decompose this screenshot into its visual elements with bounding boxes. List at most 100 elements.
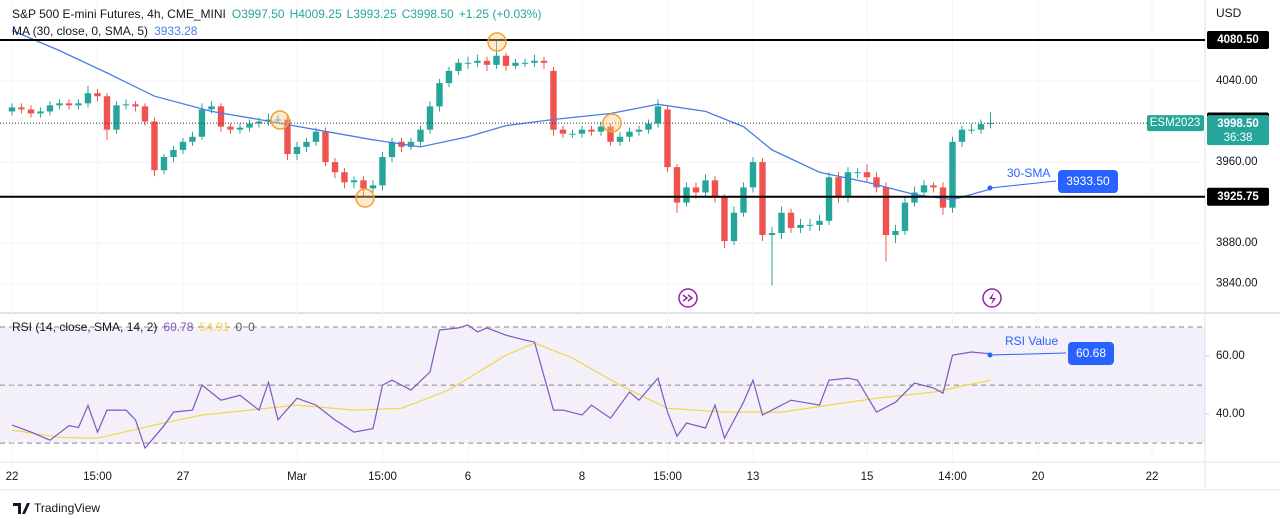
candle-body — [949, 141, 956, 208]
candle-body — [654, 106, 662, 124]
ohlc: L3993.25 — [347, 7, 397, 21]
rsi-extra: 0 — [248, 320, 255, 334]
rsi-legend: RSI (14, close, SMA, 14, 2) 60.78 54.91 0 0 — [12, 320, 255, 334]
candle-body — [445, 70, 453, 84]
ma-line — [11, 29, 991, 201]
candle-body — [635, 129, 643, 132]
ohlc-change: +1.25 (+0.03%) — [459, 7, 542, 21]
candle-body — [274, 119, 282, 121]
annotation-dot — [987, 185, 993, 191]
candle-body — [730, 212, 738, 242]
footer-brand: TradingView — [34, 501, 100, 515]
x-tick-label: 15:00 — [368, 471, 397, 483]
candle-body — [84, 93, 92, 104]
x-tick-label: 15:00 — [83, 471, 112, 483]
candle-body — [331, 162, 339, 173]
candle-body — [94, 93, 101, 97]
candle-body — [493, 55, 500, 65]
plot-layer: 22 15:00 27 Mar 15:00 6 8 15:00 13 15 14:00 20 22 384… — [0, 0, 1269, 483]
candle-body — [768, 232, 776, 236]
candle-body — [825, 177, 833, 221]
candle-body — [673, 167, 681, 203]
candle-body — [920, 185, 928, 193]
candle-body — [388, 141, 396, 158]
annotation-box — [1058, 170, 1118, 193]
x-tick-label: 8 — [579, 471, 585, 483]
candle-body — [626, 131, 633, 137]
candle-body — [350, 180, 358, 183]
annotation-text: 30-SMA — [1007, 166, 1050, 180]
candle-body — [407, 141, 415, 147]
rsi-value: 60.78 — [163, 320, 193, 334]
candle-body — [578, 129, 586, 134]
x-tick-label: Mar — [287, 471, 307, 483]
candle-body — [65, 103, 73, 106]
candle-body — [284, 119, 291, 154]
y-tick-label: 3960.00 — [1216, 156, 1258, 168]
candle-body — [892, 230, 899, 236]
candle-body — [122, 104, 130, 106]
candle-body — [854, 172, 861, 174]
candle-body — [569, 133, 576, 135]
candle-body — [597, 126, 605, 132]
candle-body — [559, 129, 567, 134]
candle-body — [236, 127, 244, 130]
marker-circle — [270, 110, 290, 130]
candle-body — [502, 55, 510, 66]
candle-body — [37, 111, 44, 114]
annotation-arrow — [989, 352, 1067, 356]
candle-body — [721, 197, 728, 242]
annotation-box-label: 3933.50 — [1066, 174, 1110, 188]
candle-body — [778, 212, 785, 233]
candle-body — [160, 157, 168, 171]
candle-body — [56, 103, 63, 106]
candle-body — [227, 126, 234, 130]
candle-body — [645, 123, 652, 130]
candle-body — [512, 62, 519, 66]
x-tick-label: 6 — [465, 471, 471, 483]
candle-body — [312, 131, 320, 142]
candle-body — [958, 129, 966, 142]
candle-body — [759, 162, 766, 236]
candle-body — [426, 106, 434, 130]
y-tick-label: 3840.00 — [1216, 278, 1258, 290]
candle-body — [483, 60, 491, 65]
candle-body — [417, 129, 424, 142]
y-tick-label: 4040.00 — [1216, 75, 1258, 87]
candle-body — [474, 60, 481, 63]
candle-body — [521, 62, 529, 64]
candle-body — [113, 105, 120, 130]
candle-body — [816, 220, 823, 225]
x-tick-label: 27 — [177, 471, 190, 483]
candle-body — [8, 107, 16, 112]
candle-body — [464, 62, 472, 64]
x-tick-label: 15 — [861, 471, 874, 483]
level-label-box — [1207, 187, 1269, 206]
y-tick-label: 3880.00 — [1216, 237, 1258, 249]
rsi-name: RSI (14, close, SMA, 14, 2) — [12, 320, 157, 334]
candle-body — [797, 224, 804, 228]
candle-body — [616, 136, 624, 142]
marker-circle — [487, 32, 507, 52]
candle-body — [968, 129, 975, 131]
annotation-box — [1068, 342, 1114, 365]
candle-body — [711, 180, 719, 198]
candle-body — [151, 121, 158, 171]
candle-body — [873, 177, 880, 188]
x-tick-label: 15:00 — [653, 471, 682, 483]
candle-body — [550, 70, 557, 130]
candle-body — [588, 129, 595, 132]
ma-value: 3933.28 — [154, 24, 198, 38]
logo — [13, 503, 30, 514]
x-tick-label: 20 — [1032, 471, 1045, 483]
ohlc: C3998.50 — [402, 7, 454, 21]
rsi-tick-label: 60.00 — [1216, 350, 1245, 362]
candle-body — [987, 123, 994, 125]
x-tick-label: 13 — [747, 471, 760, 483]
last-price-box — [1207, 115, 1269, 146]
marker-circle — [355, 188, 375, 208]
ohlc: O3997.50 — [232, 7, 285, 21]
annotation-box-label: 60.68 — [1076, 346, 1106, 360]
candle-body — [683, 187, 690, 203]
